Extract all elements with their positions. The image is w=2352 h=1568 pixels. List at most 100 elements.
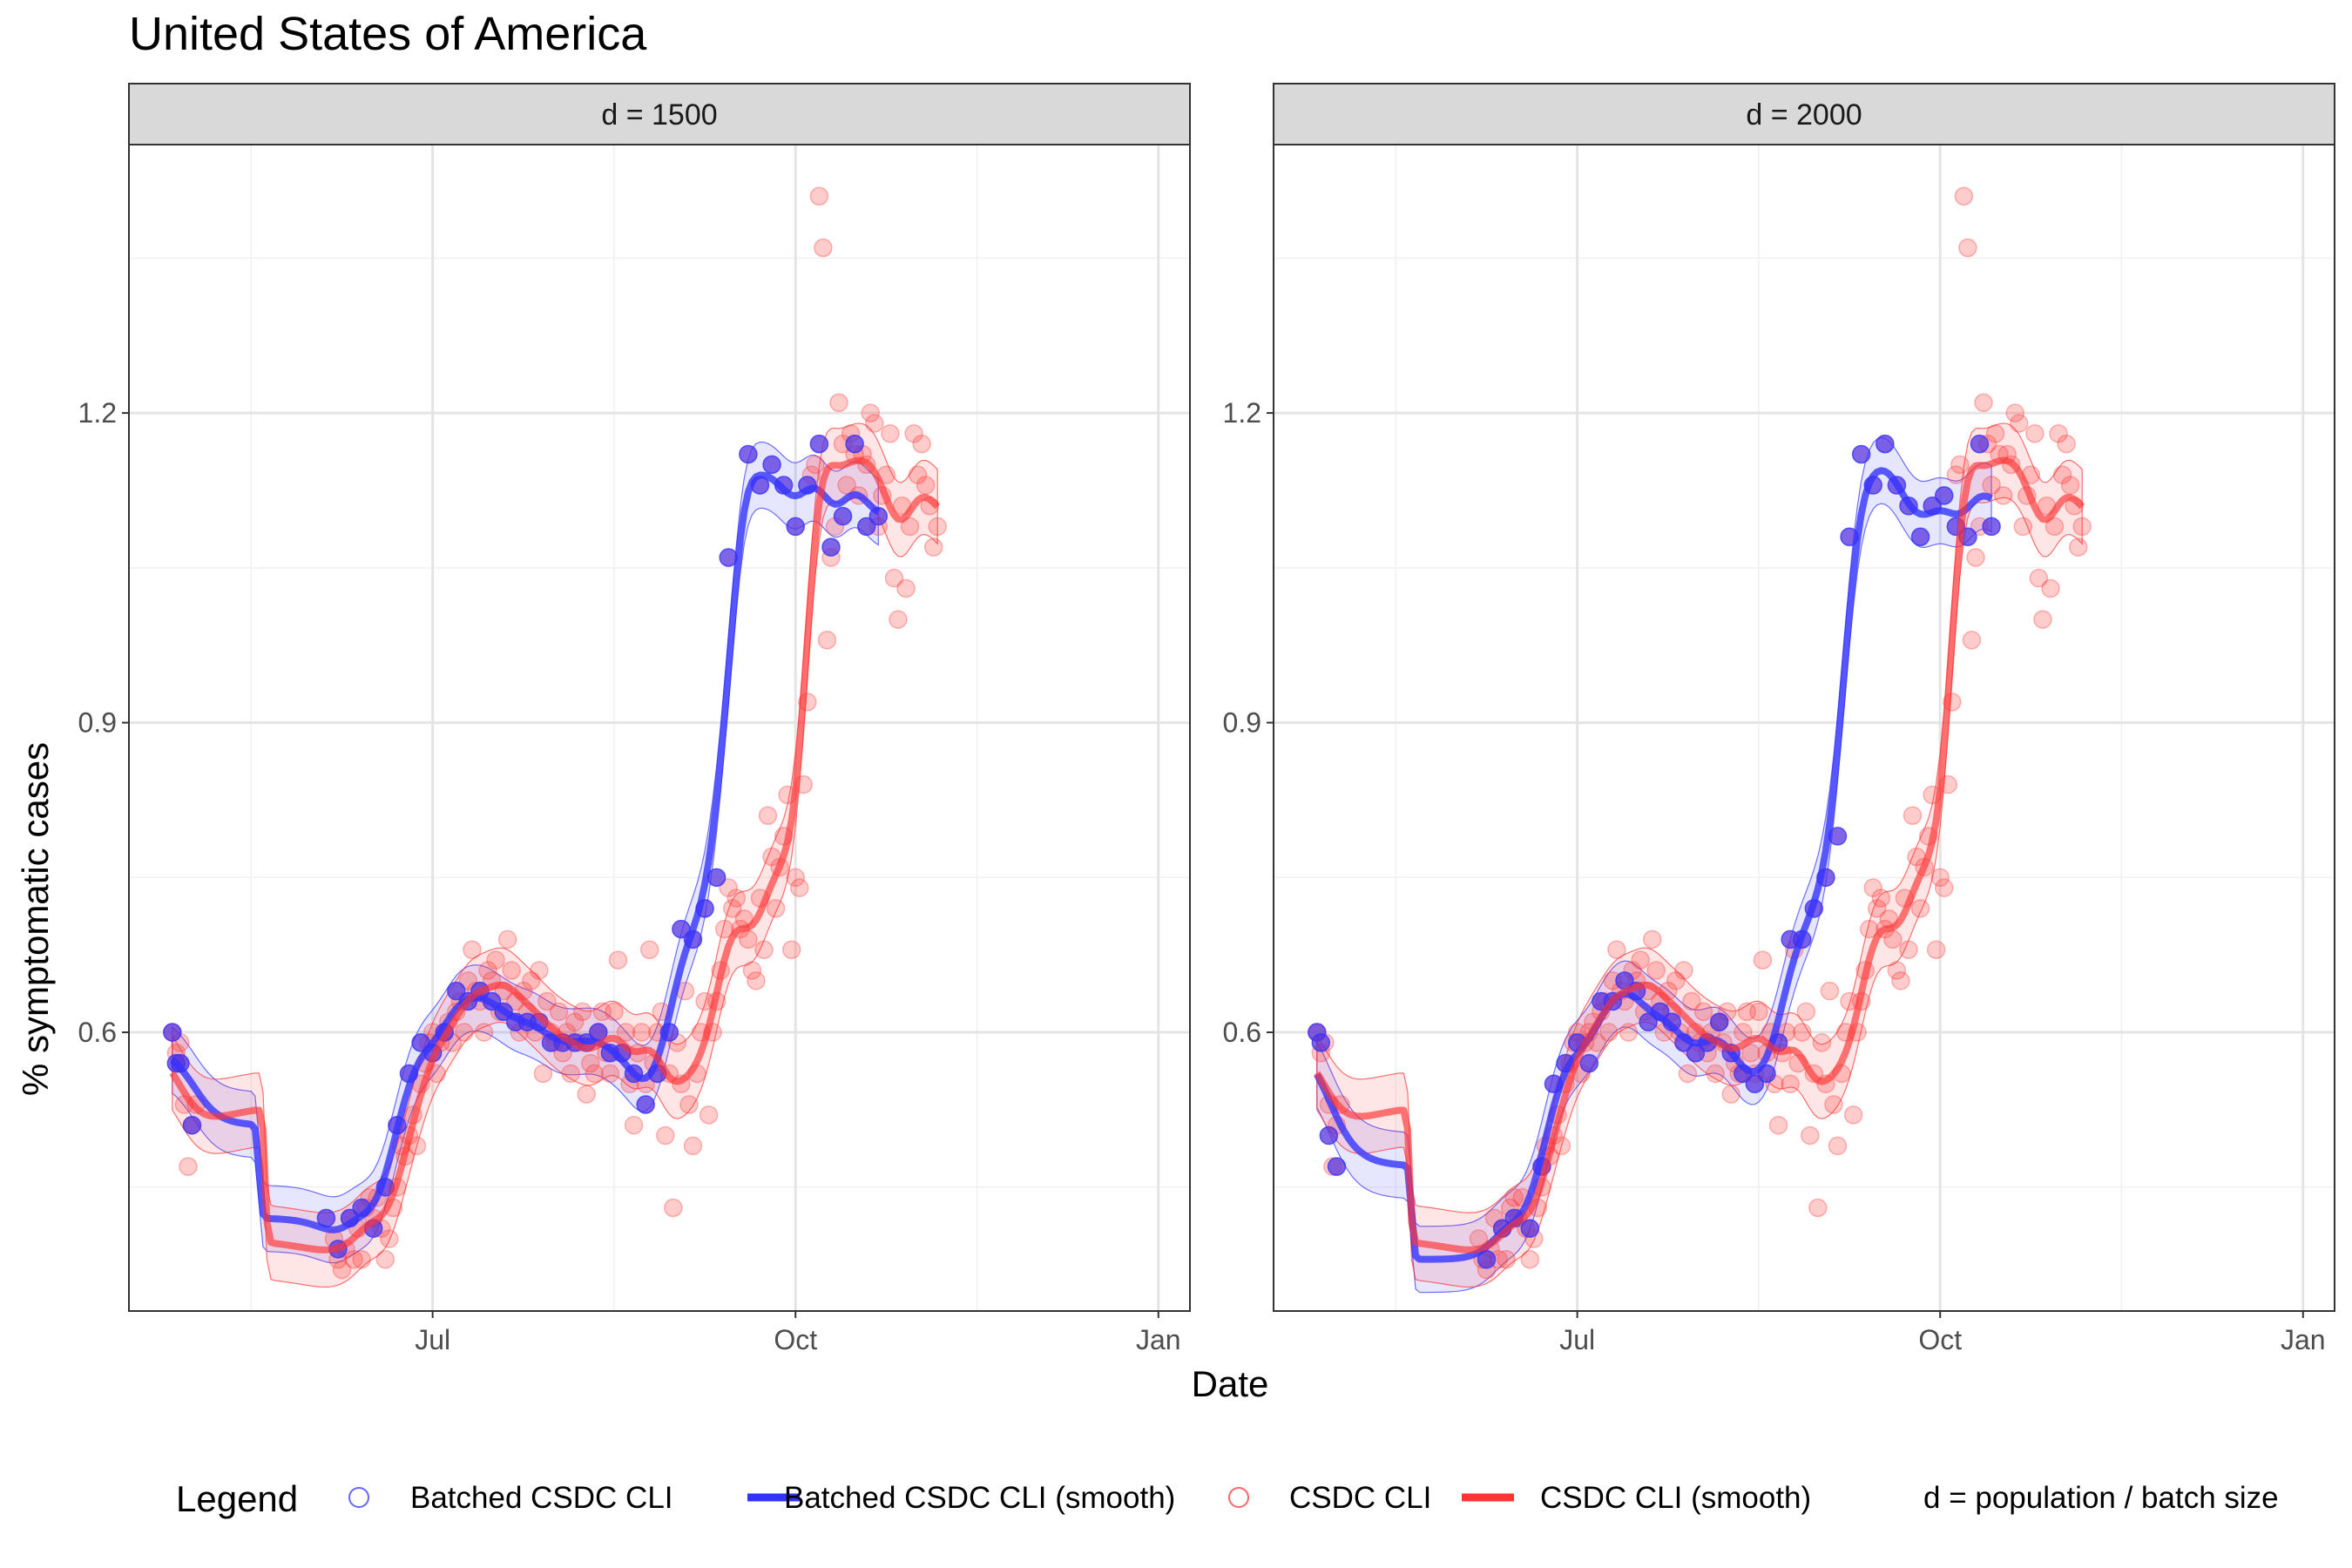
batched-point — [821, 537, 841, 557]
y-tick-label: 0.9 — [78, 707, 117, 739]
csdc-point — [664, 1198, 683, 1218]
csdc-point — [1808, 1198, 1828, 1218]
csdc-point — [179, 1157, 198, 1176]
csdc-point — [1910, 899, 1930, 918]
facet-strip-label: d = 2000 — [1746, 98, 1862, 132]
csdc-point — [616, 1023, 636, 1042]
csdc-point — [1891, 971, 1910, 990]
csdc-point — [600, 1064, 620, 1084]
facet-strip — [128, 83, 1191, 145]
batched-point — [1311, 1033, 1331, 1052]
csdc-point — [1820, 981, 1840, 1001]
batched-point — [1876, 434, 1895, 454]
csdc-point — [908, 465, 928, 484]
csdc-point — [809, 186, 829, 206]
csdc-point — [2025, 424, 2044, 443]
csdc-point — [344, 1250, 363, 1269]
csdc-point — [1721, 1085, 1740, 1104]
csdc-point — [1599, 1023, 1619, 1042]
csdc-point — [781, 940, 801, 960]
legend-key-csdc-point — [1228, 1487, 1249, 1508]
batched-point — [1934, 486, 1954, 505]
csdc-point — [561, 1064, 580, 1084]
csdc-point — [1619, 1023, 1639, 1042]
csdc-point — [889, 610, 908, 629]
csdc-point — [1642, 929, 1662, 950]
csdc-point — [1930, 868, 1950, 888]
csdc-point — [861, 403, 880, 422]
facet-panels: d = 1500 0.6 0.9 1.2 Jul Oct Jan d = 2000 0.6 0.9… — [78, 83, 2335, 1355]
facet-panel-2: d = 2000 0.6 0.9 1.2 Jul Oct Jan — [1223, 83, 2335, 1355]
csdc-point — [1883, 929, 1903, 950]
csdc-point — [2072, 517, 2092, 537]
csdc-point — [2068, 537, 2088, 557]
batched-point — [845, 434, 864, 454]
csdc-point — [814, 238, 833, 258]
csdc-point — [1993, 486, 2013, 505]
csdc-point — [486, 950, 505, 970]
csdc-point — [478, 961, 497, 980]
legend-label-csdc-smooth: CSDC CLI (smooth) — [1540, 1481, 1811, 1515]
panel-background — [129, 145, 1190, 1311]
csdc-point — [719, 878, 738, 897]
csdc-point — [585, 1064, 605, 1084]
csdc-point — [1781, 1074, 1800, 1094]
csdc-point — [683, 1136, 703, 1156]
batched-point — [1745, 1074, 1765, 1094]
csdc-point — [1796, 1002, 1816, 1022]
csdc-point — [1868, 899, 1887, 918]
csdc-point — [896, 578, 916, 598]
csdc-point — [581, 1053, 600, 1073]
csdc-point — [549, 1002, 569, 1022]
csdc-point — [1985, 424, 2005, 443]
csdc-point — [912, 434, 931, 454]
csdc-point — [747, 971, 766, 990]
csdc-point — [1666, 971, 1686, 990]
csdc-point — [572, 1002, 592, 1022]
csdc-point — [1792, 1023, 1812, 1042]
x-tick-label: Jul — [415, 1324, 450, 1355]
batched-point — [163, 1023, 182, 1042]
csdc-point — [2049, 424, 2068, 443]
x-tick-label: Jul — [1559, 1324, 1595, 1355]
batched-point — [856, 517, 876, 537]
legend: Legend Batched CSDC CLI Batched CSDC CLI… — [176, 1478, 2279, 1519]
csdc-point — [1631, 950, 1650, 970]
csdc-point — [1887, 961, 1907, 980]
csdc-point — [837, 476, 856, 495]
batched-point — [1709, 1012, 1729, 1031]
csdc-point — [2005, 403, 2024, 422]
legend-label-batched-smooth: Batched CSDC CLI (smooth) — [784, 1481, 1175, 1515]
csdc-point — [332, 1260, 352, 1280]
csdc-point — [923, 537, 943, 557]
csdc-point — [605, 1002, 624, 1022]
csdc-point — [533, 1064, 553, 1084]
x-tick-label: Oct — [1918, 1324, 1962, 1355]
csdc-point — [754, 940, 774, 960]
csdc-point — [474, 1023, 494, 1042]
csdc-point — [1706, 1064, 1725, 1084]
csdc-point — [2029, 568, 2049, 588]
csdc-point — [455, 1023, 474, 1042]
csdc-point — [1966, 548, 1985, 567]
csdc-point — [2052, 465, 2072, 484]
batched-smooth-line — [1314, 467, 1993, 1263]
batched-point — [786, 517, 805, 537]
csdc-point — [1607, 940, 1626, 960]
x-tick-label: Jan — [2281, 1324, 2326, 1355]
batched-point — [1579, 1053, 1598, 1073]
csdc-point — [2044, 517, 2065, 537]
csdc-point — [632, 1023, 652, 1042]
facet-strip-label: d = 1500 — [601, 98, 717, 132]
csdc-point — [817, 631, 837, 650]
csdc-point — [916, 476, 936, 495]
batched-point — [762, 455, 781, 475]
csdc-smooth-line — [169, 456, 941, 1254]
batched-point — [833, 506, 853, 526]
csdc-point — [639, 940, 659, 960]
csdc-point — [624, 1115, 644, 1135]
csdc-point — [2057, 434, 2076, 454]
csdc-point — [497, 929, 517, 950]
y-tick-label: 0.9 — [1223, 707, 1261, 739]
